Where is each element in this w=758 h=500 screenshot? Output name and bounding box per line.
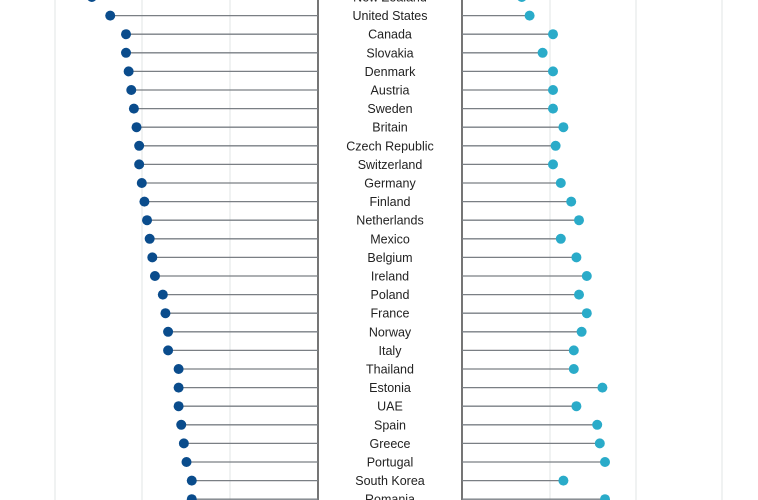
left-dot (126, 85, 137, 95)
country-label: Finland (370, 195, 411, 209)
left-dot (160, 308, 171, 319)
country-label: Switzerland (358, 158, 423, 172)
country-label: Belgium (367, 251, 412, 265)
right-dot (550, 140, 561, 151)
right-dot (517, 0, 526, 2)
country-label: UAE (377, 400, 403, 414)
country-label: Romania (365, 493, 415, 500)
right-dot (581, 271, 592, 281)
right-dot (568, 364, 579, 374)
country-label: Austria (371, 84, 410, 98)
country-label: Greece (370, 437, 411, 451)
country-label: Ireland (371, 270, 409, 284)
right-dot (594, 438, 605, 449)
left-dot (139, 196, 150, 207)
country-label: Portugal (367, 456, 414, 470)
country-label: Czech Republic (346, 139, 434, 153)
left-dot (142, 215, 153, 226)
country-label: Germany (364, 177, 416, 191)
left-dot (181, 457, 192, 467)
right-dot (555, 233, 566, 244)
right-dot (581, 308, 592, 319)
country-label: South Korea (355, 474, 425, 488)
country-label: Mexico (370, 232, 410, 246)
right-dot (548, 66, 558, 77)
left-dot (163, 345, 174, 356)
left-dot (131, 122, 142, 133)
left-dot (87, 0, 96, 2)
left-dot (121, 47, 132, 58)
country-label: Estonia (369, 381, 411, 395)
right-dot (574, 289, 584, 300)
country-label: France (371, 307, 410, 321)
right-dot (568, 345, 579, 356)
left-dot (173, 364, 184, 374)
right-dot (548, 159, 558, 170)
left-dot (173, 382, 184, 393)
right-dot (548, 103, 558, 114)
right-dot (576, 326, 587, 337)
right-dot (600, 457, 610, 467)
left-dot (105, 10, 116, 21)
country-label: Italy (379, 344, 403, 358)
right-dot (558, 122, 569, 133)
left-dot (149, 271, 160, 281)
right-dot (592, 419, 603, 430)
left-dot (134, 140, 145, 151)
left-dot (147, 252, 158, 263)
right-dot (600, 494, 610, 500)
left-dot (178, 438, 189, 449)
right-dot (574, 215, 584, 226)
left-dot (134, 159, 145, 170)
country-label: United States (352, 9, 427, 23)
right-dot (597, 382, 608, 393)
left-dot (176, 419, 187, 430)
right-dot (571, 401, 582, 412)
right-dot (548, 29, 558, 40)
left-dot (144, 233, 155, 244)
country-label: Spain (374, 418, 406, 432)
country-label: Sweden (367, 102, 412, 116)
left-dot (157, 289, 168, 300)
country-label: Poland (371, 288, 410, 302)
country-label: Netherlands (356, 214, 423, 228)
right-dot (537, 47, 548, 58)
left-dot (186, 494, 197, 500)
left-dot (121, 29, 132, 40)
right-dot (558, 475, 569, 486)
country-label: Denmark (365, 65, 416, 79)
country-label: Slovakia (366, 46, 413, 60)
left-dot (173, 401, 184, 412)
right-dot (555, 178, 566, 188)
country-label: Norway (369, 325, 412, 339)
country-label: New Zealand (353, 0, 427, 5)
right-dot (548, 85, 558, 95)
right-dot (566, 196, 577, 207)
left-dot (136, 178, 147, 188)
country-label: Thailand (366, 363, 414, 377)
left-dot (186, 475, 197, 486)
left-dot (163, 326, 174, 337)
right-dot (571, 252, 582, 263)
country-label: Britain (372, 121, 407, 135)
left-dot (123, 66, 134, 77)
country-label: Canada (368, 28, 412, 42)
left-dot (128, 103, 139, 114)
right-dot (524, 10, 535, 21)
